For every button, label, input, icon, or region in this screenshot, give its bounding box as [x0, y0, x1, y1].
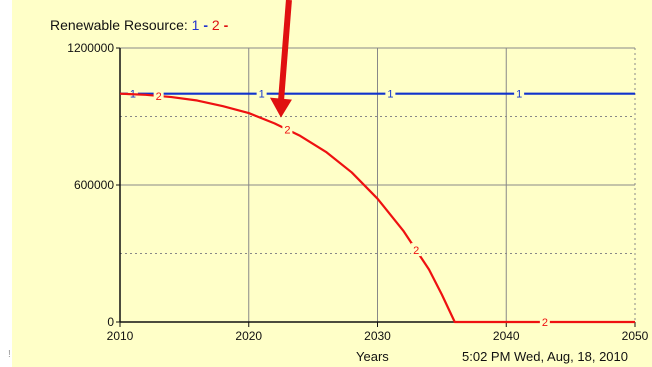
- x-axis-label: Years: [356, 349, 389, 364]
- series-2-marker-bg: [539, 315, 550, 328]
- annotation-arrow-head: [269, 97, 292, 118]
- series-2-marker: 2: [156, 91, 162, 103]
- chart-panel: [12, 0, 652, 367]
- series-2-marker-bg: [282, 122, 293, 136]
- timestamp: 5:02 PM Wed, Aug, 18, 2010: [462, 349, 628, 364]
- legend-series-1: 1: [191, 17, 200, 33]
- edge-mark: !: [8, 349, 11, 360]
- y-tick-label: 0: [107, 315, 114, 329]
- series-1-marker: 1: [387, 89, 393, 101]
- chart-title-text: Renewable Resource:: [50, 17, 192, 33]
- x-tick-label: 2030: [364, 329, 391, 343]
- annotation-arrow-shaft: [277, 0, 292, 102]
- series-2-marker: 2: [284, 125, 290, 137]
- series-1-marker-bg: [514, 86, 525, 100]
- series-2-line: [119, 92, 635, 324]
- series-1-marker: 1: [516, 89, 522, 101]
- x-tick-label: 2020: [235, 329, 262, 343]
- series-1-marker: 1: [259, 89, 265, 101]
- series-2-marker-bg: [153, 88, 164, 102]
- x-tick-label: 2010: [107, 329, 134, 343]
- x-tick-label: 2040: [493, 329, 520, 343]
- chart-title: Renewable Resource: 1 - 2 -: [50, 17, 228, 33]
- x-tick-label: 2050: [622, 329, 649, 343]
- series-2-marker: 2: [413, 245, 419, 257]
- y-tick-label: 1200000: [67, 41, 114, 55]
- series-1-marker-bg: [256, 86, 267, 100]
- y-tick-label: 600000: [74, 178, 114, 192]
- series-2-marker: 2: [542, 317, 548, 329]
- legend-series-1-dash: -: [203, 17, 208, 33]
- legend-series-2-dash: -: [223, 17, 229, 33]
- legend-series-2: 2: [211, 17, 220, 33]
- series-1-marker-bg: [385, 86, 396, 100]
- series-2-marker-bg: [411, 243, 422, 257]
